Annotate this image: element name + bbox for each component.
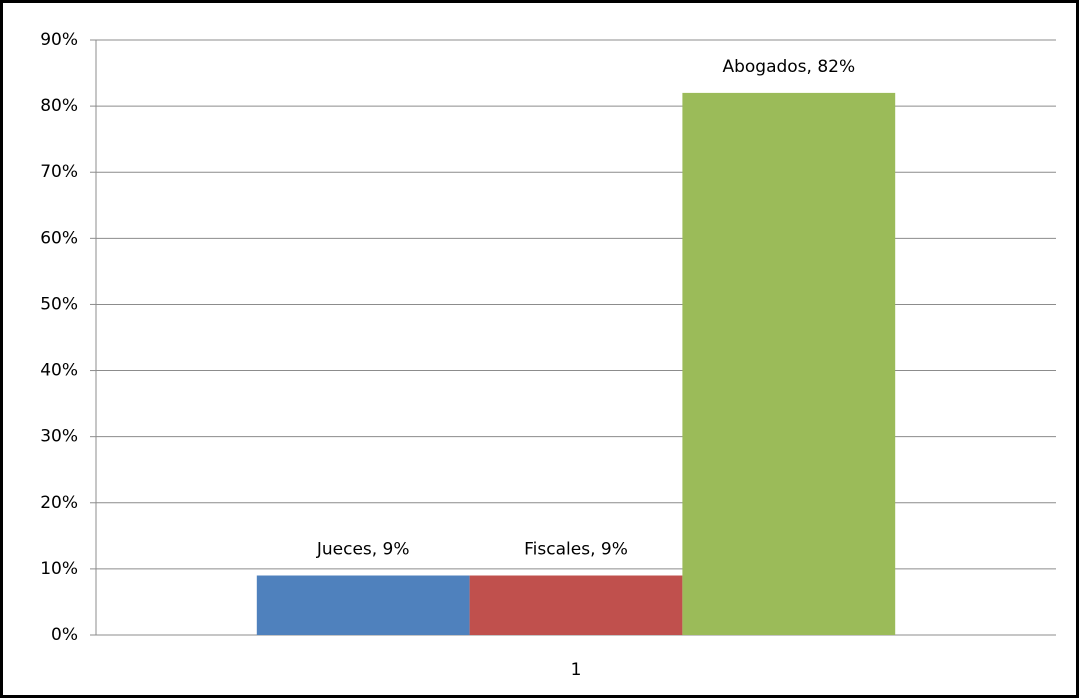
data-label: Jueces, 9% <box>316 540 410 560</box>
y-tick-label: 10% <box>40 559 78 579</box>
y-tick-label: 90% <box>40 30 78 50</box>
bar <box>682 92 896 635</box>
data-label: Abogados, 82% <box>722 57 855 77</box>
y-tick-label: 40% <box>40 361 78 381</box>
y-tick-label: 80% <box>40 96 78 116</box>
y-tick-label: 50% <box>40 294 78 314</box>
y-tick-label: 20% <box>40 493 78 513</box>
y-tick-label: 0% <box>51 625 78 645</box>
y-tick-label: 30% <box>40 427 78 447</box>
y-tick-label: 70% <box>40 162 78 182</box>
bar <box>256 575 470 635</box>
data-label: Fiscales, 9% <box>524 540 628 560</box>
x-tick-label: 1 <box>571 660 582 680</box>
bar <box>469 575 683 635</box>
y-tick-label: 60% <box>40 228 78 248</box>
